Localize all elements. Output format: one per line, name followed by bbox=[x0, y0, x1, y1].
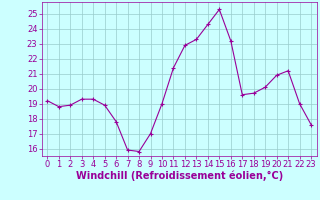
X-axis label: Windchill (Refroidissement éolien,°C): Windchill (Refroidissement éolien,°C) bbox=[76, 171, 283, 181]
